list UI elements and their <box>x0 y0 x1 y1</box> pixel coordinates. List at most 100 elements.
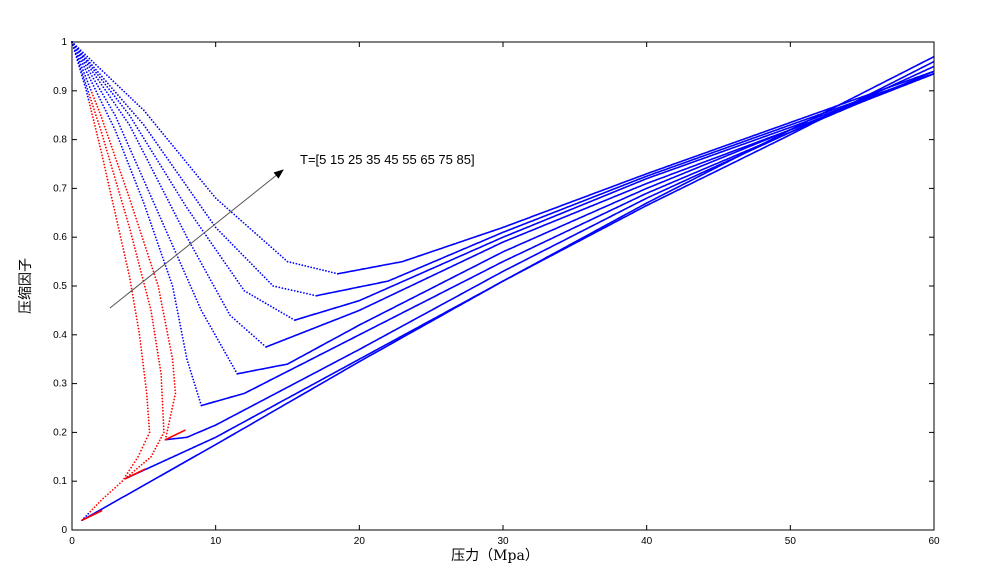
curve-point <box>92 119 95 121</box>
curve-point <box>126 191 129 194</box>
curve-point <box>152 200 155 203</box>
curve-point <box>149 164 151 166</box>
curve-point <box>229 269 232 272</box>
curve-point <box>275 250 277 253</box>
curve-point <box>174 389 177 392</box>
curve-point <box>107 115 110 118</box>
curve-point <box>97 501 100 504</box>
curve-point <box>162 413 164 415</box>
curve-point <box>166 176 169 178</box>
curve-point <box>214 287 217 290</box>
curve-point <box>183 270 185 273</box>
curve-point <box>209 325 212 328</box>
curve-point <box>91 508 94 511</box>
curve-point <box>170 142 172 145</box>
curve-point <box>94 127 97 130</box>
curve-point <box>170 242 173 245</box>
curve-point <box>153 233 156 236</box>
curve-point <box>231 272 234 275</box>
curve-point <box>83 65 86 68</box>
curve-point <box>197 257 200 260</box>
curve-point <box>88 57 91 60</box>
curve-point <box>206 237 209 239</box>
curve-point <box>178 194 180 196</box>
curve-point <box>109 190 112 193</box>
curve-point <box>194 219 197 222</box>
curve-point <box>262 343 265 346</box>
curve-point <box>111 98 113 101</box>
curve-point <box>190 287 193 289</box>
curve-point <box>158 360 161 363</box>
curve-point <box>103 77 105 80</box>
curve-point <box>223 235 226 238</box>
curve-point <box>173 212 176 215</box>
curve-point <box>186 358 188 361</box>
curve-point <box>135 182 137 185</box>
curve-point <box>166 198 169 201</box>
curve-point <box>186 361 189 363</box>
curve-point <box>147 416 150 419</box>
curve-point <box>93 97 96 100</box>
curve-point <box>126 105 129 108</box>
curve-point <box>173 395 176 398</box>
curve-point <box>127 144 130 147</box>
curve-point <box>195 173 198 176</box>
curve-point <box>160 220 163 223</box>
curve-point <box>164 135 167 138</box>
curve-point <box>131 293 134 296</box>
curve-point <box>200 309 203 312</box>
curve-point <box>296 290 299 293</box>
curve-point <box>87 59 89 62</box>
curve-point <box>109 142 112 145</box>
curve-point <box>174 250 177 253</box>
curve-point <box>156 282 159 284</box>
curve-point <box>162 223 165 225</box>
curve-point <box>88 101 91 104</box>
curve-point <box>160 185 162 188</box>
curve-point <box>111 167 113 170</box>
curve-point <box>211 282 214 284</box>
curve-point <box>119 143 122 145</box>
curve-point <box>92 77 95 80</box>
curve-point <box>199 260 202 263</box>
curve-point <box>121 480 124 483</box>
curve-point <box>107 137 110 139</box>
curve-point <box>87 98 90 101</box>
curve-point <box>125 260 127 263</box>
curve-point <box>112 111 115 114</box>
curve-point <box>131 206 134 208</box>
curve-point <box>93 69 96 72</box>
curve-point <box>79 63 82 66</box>
curve-point <box>257 339 260 342</box>
curve-point <box>116 84 119 87</box>
curve-point <box>89 88 92 91</box>
curve-point <box>225 354 228 357</box>
curve-point <box>251 294 254 297</box>
curve-point <box>184 352 187 354</box>
curve-point <box>169 417 171 419</box>
curve-point <box>145 389 148 392</box>
curve-point <box>180 225 183 228</box>
curve-point <box>215 249 218 252</box>
curve-point <box>285 314 288 317</box>
curve-point <box>176 171 179 174</box>
curve-point <box>277 310 280 312</box>
curve-point <box>169 414 172 416</box>
curve-point <box>135 137 138 140</box>
curve-point <box>147 161 150 164</box>
curve-point <box>130 203 133 205</box>
curve-point <box>178 318 181 321</box>
curve-point <box>248 261 251 264</box>
curve-point <box>151 453 154 455</box>
x-axis-ticks: 0 10 20 30 40 50 60 <box>69 42 940 547</box>
curve-point <box>132 241 135 244</box>
curve-point <box>202 265 205 268</box>
curve-point <box>292 262 295 264</box>
curve-point <box>236 320 239 323</box>
curve-point <box>137 327 140 330</box>
curve-point <box>330 271 333 274</box>
curve-point <box>129 229 132 232</box>
curve-point <box>157 245 160 247</box>
curve-point <box>146 114 149 116</box>
